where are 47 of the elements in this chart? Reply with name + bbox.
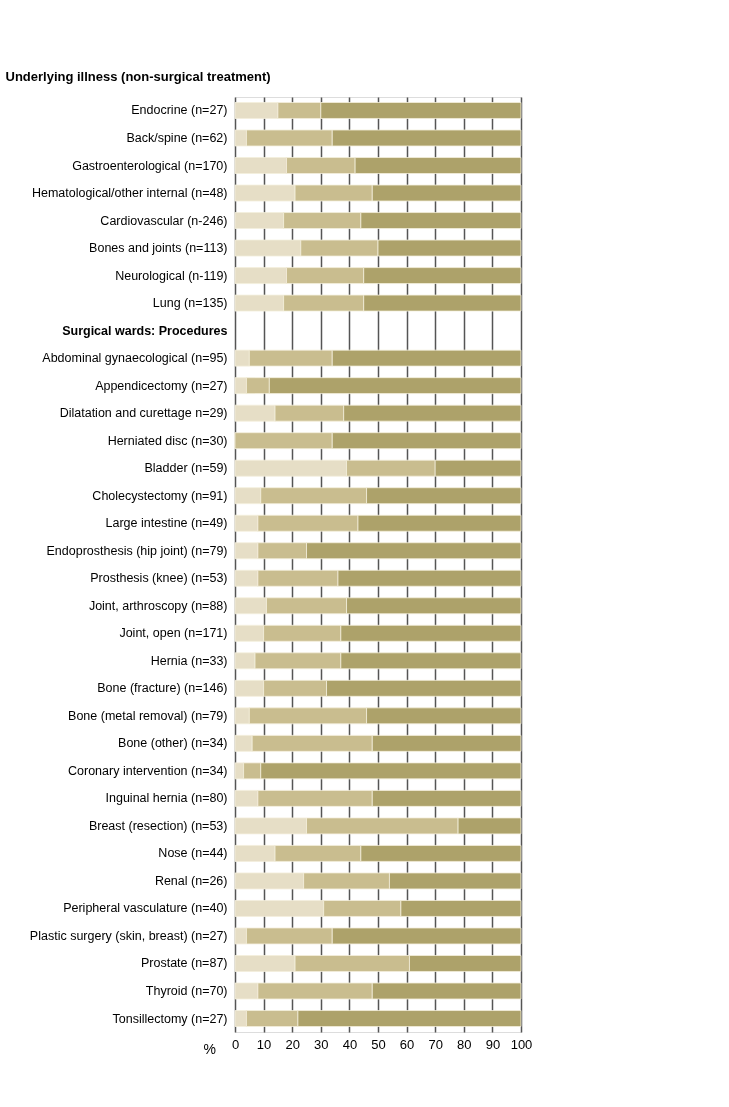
y-axis-title: Underlying illness (non-surgical treatment): [5, 68, 271, 84]
x-tick-label: 60: [399, 1036, 415, 1052]
y-tick-label: Joint, open (n=171): [119, 626, 228, 641]
y-tick-label: Herniated disc (n=30): [107, 433, 228, 448]
y-tick-label: Cardiovascular (n-246): [100, 213, 228, 228]
y-tick-label: Endocrine (n=27): [131, 103, 228, 118]
y-tick-label: Tonsillectomy (n=27): [112, 1011, 228, 1026]
y-tick-label: Bone (fracture) (n=146): [97, 681, 228, 696]
y-tick-label: Large intestine (n=49): [105, 516, 228, 531]
y-tick-label: Renal (n=26): [154, 873, 228, 888]
y-tick-label: Breast (resection) (n=53): [88, 818, 228, 833]
y-tick-label: Bone (other) (n=34): [118, 736, 228, 751]
x-tick-label: 80: [457, 1036, 472, 1052]
x-tick-label: 0: [231, 1036, 240, 1052]
y-tick-label: Back/spine (n=62): [126, 131, 228, 145]
x-tick-label: 20: [285, 1036, 300, 1052]
y-tick-label: Bone (metal removal) (n=79): [68, 708, 228, 723]
y-tick-label: Abdominal gynaecological (n=95): [42, 351, 228, 366]
y-tick-label: Plastic surgery (skin, breast) (n=27): [29, 928, 228, 943]
y-tick-label: Peripheral vasculature (n=40): [63, 901, 228, 916]
x-tick-label: 70: [428, 1036, 443, 1052]
y-tick-label: Thyroid (n=70): [145, 984, 228, 998]
y-tick-label: Hernia (n=33): [150, 653, 228, 668]
y-tick-label: Endoprosthesis (hip joint) (n=79): [46, 543, 228, 558]
y-tick-label: Inguinal hernia (n=80): [105, 791, 228, 806]
x-tick-label: 100: [510, 1036, 533, 1052]
y-tick-label: Bladder (n=59): [144, 461, 228, 476]
y-tick-label: Lung (n=135): [152, 296, 228, 311]
x-tick-label: 30: [314, 1036, 329, 1052]
x-tick-label: 40: [342, 1036, 358, 1052]
x-tick-label: 50: [371, 1036, 386, 1052]
y-tick-label: Prosthesis (knee) (n=53): [90, 571, 228, 586]
y-tick-label: Surgical wards: Procedures: [62, 323, 228, 338]
x-tick-label: 90: [485, 1036, 501, 1052]
y-tick-label: Dilatation and curettage n=29): [59, 406, 228, 421]
x-axis-title: %: [203, 1040, 216, 1057]
y-tick-label: Prostate (n=87): [140, 956, 228, 971]
y-tick-label: Neurological (n-119): [115, 268, 228, 283]
y-tick-label: Bones and joints (n=113): [89, 241, 228, 256]
y-tick-label: Cholecystectomy (n=91): [92, 488, 228, 503]
y-tick-label: Gastroenterological (n=170): [72, 158, 228, 173]
x-tick-label: 10: [256, 1036, 272, 1052]
y-tick-label: Appendicectomy (n=27): [95, 378, 228, 393]
y-tick-label: Hematological/other internal (n=48): [31, 186, 228, 201]
y-tick-label: Coronary intervention (n=34): [68, 763, 228, 778]
y-tick-label: Joint, arthroscopy (n=88): [88, 598, 228, 613]
y-tick-label: Nose (n=44): [158, 846, 228, 861]
